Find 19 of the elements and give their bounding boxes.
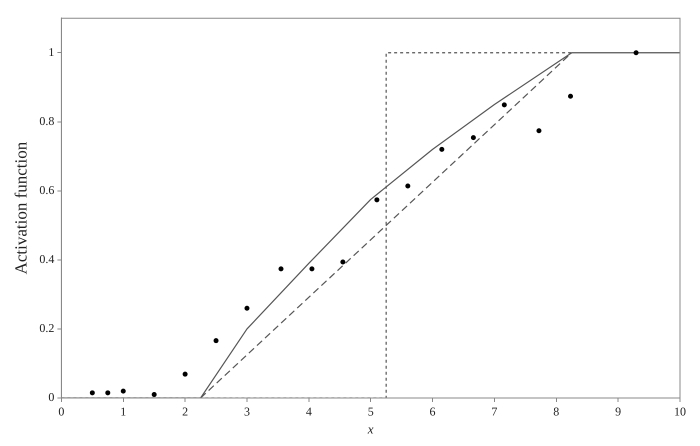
x-tick-label: 5 (368, 404, 374, 418)
x-tick-label: 10 (674, 404, 686, 418)
x-axis-title: x (366, 422, 374, 437)
y-tick-label: 0 (48, 390, 54, 404)
x-tick-label: 8 (553, 404, 560, 418)
x-tick-label: 2 (182, 404, 188, 418)
y-tick-label: 0.6 (39, 182, 54, 197)
x-tick-label: 0 (58, 404, 64, 418)
x-tick-label: 7 (491, 404, 498, 418)
y-tick-label: 0.4 (39, 252, 54, 266)
x-tick-label: 3 (244, 404, 250, 418)
x-tick-label: 1 (120, 404, 126, 418)
y-tick-label: 0.2 (39, 321, 54, 336)
x-tick-label: 6 (430, 404, 436, 418)
y-tick-label: 0.8 (39, 114, 54, 128)
y-axis-title: Activation function (12, 141, 31, 274)
x-tick-label: 4 (306, 404, 312, 418)
x-tick-label: 9 (615, 404, 622, 418)
y-tick-label: 1 (48, 44, 54, 59)
